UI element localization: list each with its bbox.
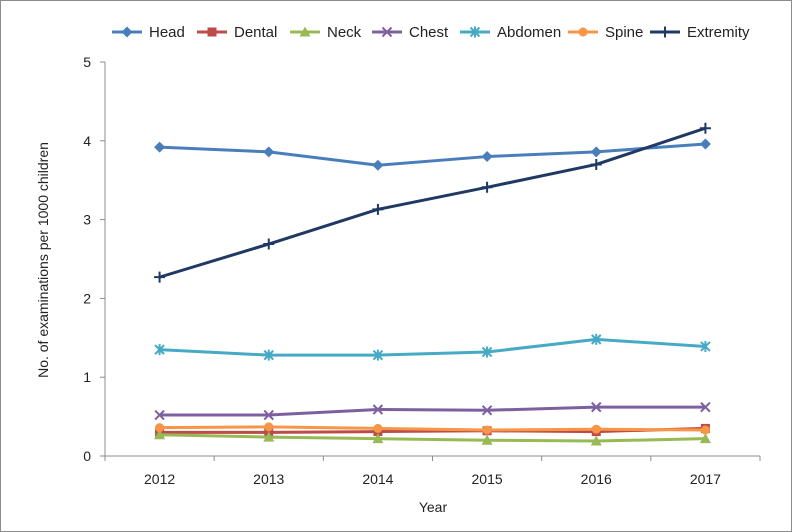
data-point-spine [591,424,601,434]
data-point-chest [591,401,602,413]
legend-item-extremity: Extremity [650,24,750,41]
data-point-neck [699,433,711,444]
data-point-spine [373,423,383,433]
data-point-chest [372,404,384,415]
legend-label-extremity: Extremity [687,24,750,41]
data-point-extremity [481,181,493,193]
data-point-neck [590,435,602,446]
data-point-chest [154,409,165,421]
y-tick-label: 1 [83,369,91,385]
y-tick-label: 4 [83,133,91,149]
data-point-spine [264,422,274,432]
x-tick-label: 2015 [472,471,503,487]
data-point-head [372,159,384,171]
data-point-head [481,151,493,163]
y-tick-label: 3 [83,212,91,228]
series-line-neck [159,433,706,443]
data-point-head [590,146,602,158]
legend-item-neck: Neck [290,24,362,41]
legend-label-chest: Chest [409,24,449,41]
x-tick-label: 2014 [362,471,393,487]
x-tick-label: 2017 [690,471,721,487]
data-point-chest [700,401,711,413]
series-chest [154,401,711,421]
data-point-abdomen [591,333,602,345]
y-tick-label: 2 [83,290,91,306]
legend-marker-spine [578,27,588,37]
x-axis-title: Year [419,499,448,515]
series-line-extremity [159,126,706,279]
x-tick-label: 2016 [581,471,612,487]
series-layer [154,122,711,446]
series-line-abdomen [159,337,706,357]
legend: Head Dental Neck Chest Abdomen Spine Extremity [112,24,750,41]
data-point-abdomen [263,349,274,361]
data-point-extremity [372,203,384,215]
data-point-spine [155,423,165,433]
data-point-neck [154,429,166,440]
data-point-spine [700,425,710,435]
legend-label-dental: Dental [234,24,277,41]
series-line-chest [159,405,706,417]
y-tick-label: 0 [83,448,91,464]
data-point-abdomen [700,340,711,352]
y-axis-title: No. of examinations per 1000 children [35,142,51,378]
legend-label-head: Head [149,24,185,41]
legend-marker-chest [381,26,393,38]
legend-item-spine: Spine [568,24,643,41]
series-extremity [154,122,711,283]
legend-label-spine: Spine [605,24,643,41]
series-abdomen [154,333,711,361]
legend-marker-extremity [659,26,671,38]
data-point-chest [481,405,493,416]
data-point-head [263,146,275,158]
series-spine [155,422,710,435]
legend-item-abdomen: Abdomen [460,24,561,41]
legend-marker-abdomen [469,26,481,38]
legend-item-chest: Chest [372,24,449,41]
legend-label-abdomen: Abdomen [497,24,561,41]
data-point-abdomen [481,346,493,358]
data-point-head [699,138,711,150]
legend-item-head: Head [112,24,185,41]
data-point-extremity [263,238,275,250]
data-point-extremity [154,271,166,283]
data-point-neck [481,434,493,445]
series-line-head [159,142,706,167]
x-tick-label: 2013 [253,471,284,487]
legend-label-neck: Neck [327,24,362,41]
data-point-neck [372,433,384,444]
data-point-head [154,141,166,153]
axes: 0 1 2 3 4 5 2012 2013 2014 2015 2016 2017 [83,54,761,487]
data-point-abdomen [372,349,384,361]
data-point-abdomen [154,344,165,356]
legend-marker-head [121,26,133,38]
data-point-extremity [590,158,602,170]
series-line-dental [159,426,706,434]
series-line-spine [159,425,706,432]
series-head [154,138,711,171]
y-tick-label: 5 [83,54,91,70]
data-point-neck [263,431,275,442]
legend-marker-dental [207,27,217,37]
legend-item-dental: Dental [197,24,277,41]
x-tick-label: 2012 [144,471,175,487]
series-neck [154,429,711,446]
data-point-chest [263,409,274,421]
data-point-spine [482,425,492,435]
legend-marker-neck [299,26,311,37]
data-point-extremity [699,122,711,134]
